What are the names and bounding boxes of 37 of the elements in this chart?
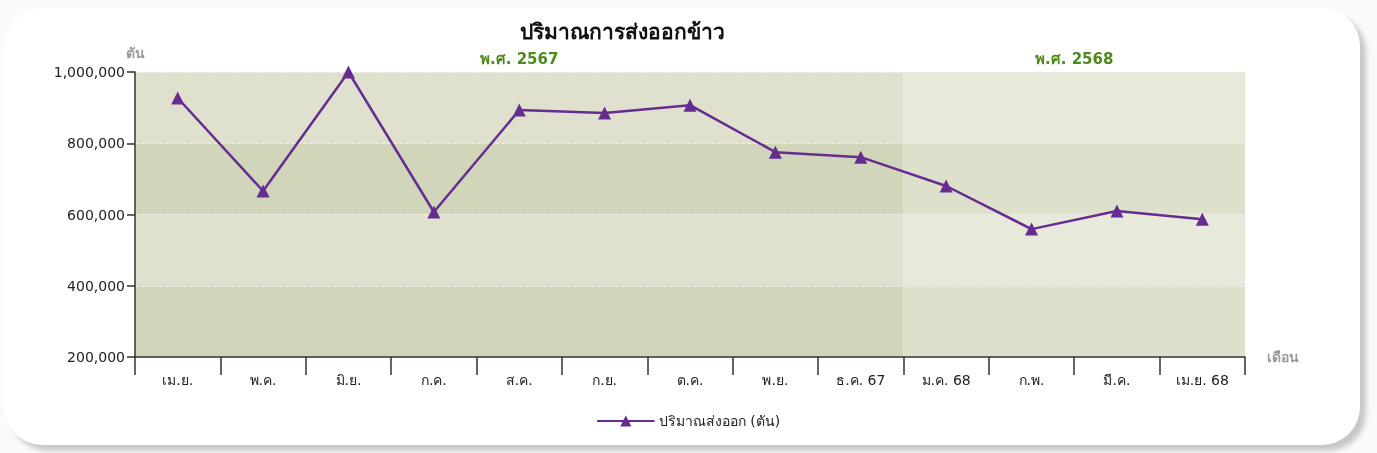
x-tick-label: ต.ค.	[676, 372, 704, 388]
x-tick-label: ม.ค. 68	[921, 372, 971, 388]
y-tick-label: 200,000	[67, 349, 125, 365]
x-tick-label: พ.ย.	[762, 372, 789, 388]
legend-label: ปริมาณส่งออก (ตัน)	[658, 413, 781, 429]
x-tick-label: ก.ย.	[592, 372, 618, 388]
x-tick-label: ส.ค.	[505, 372, 533, 388]
point	[1025, 222, 1039, 236]
y-tick-label: 800,000	[67, 135, 125, 152]
x-axis-title: เดือน	[1267, 349, 1299, 365]
point	[256, 184, 270, 198]
y-tick-label: 600,000	[67, 206, 125, 223]
x-tick-label: พ.ค.	[249, 372, 277, 388]
point	[939, 179, 953, 193]
point	[171, 91, 185, 105]
x-tick-label: ธ.ค. 67	[836, 372, 886, 388]
y-tick-label: 1,000,000	[53, 64, 125, 80]
point	[768, 145, 782, 159]
band-label: พ.ศ. 2567	[480, 49, 559, 68]
chart-title: ปริมาณการส่งออกข้าว	[520, 19, 725, 44]
x-tick-label: เม.ย. 68	[1175, 372, 1229, 388]
x-tick-label: ก.พ.	[1018, 372, 1045, 388]
x-tick-label: ก.ค.	[420, 372, 447, 388]
x-tick-label: มี.ค.	[1103, 372, 1131, 388]
point	[341, 65, 355, 79]
x-tick-label: เม.ย.	[162, 372, 194, 388]
y-tick-label: 400,000	[67, 277, 125, 294]
point	[598, 106, 612, 120]
point	[854, 150, 868, 164]
point	[683, 98, 697, 112]
band-label: พ.ศ. 2568	[1035, 49, 1114, 68]
point	[1195, 212, 1209, 226]
point	[427, 205, 441, 219]
x-tick-label: มิ.ย.	[335, 372, 362, 388]
y-axis-title: ตัน	[125, 45, 145, 61]
point	[1110, 204, 1124, 218]
point	[512, 103, 526, 117]
